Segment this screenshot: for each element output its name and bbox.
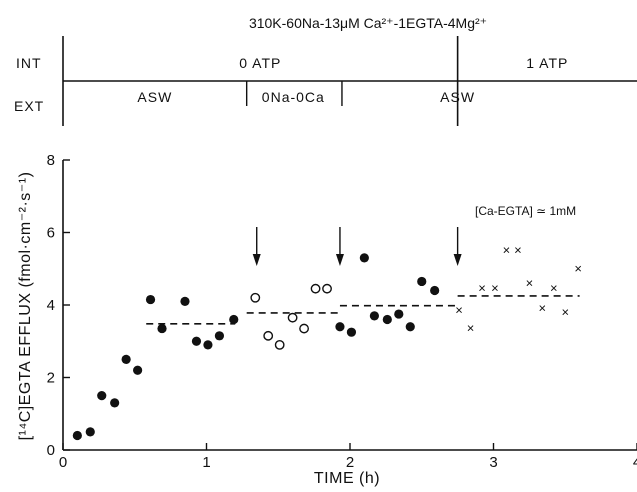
data-points: ××× ×× ×××××× bbox=[72, 243, 582, 441]
filled-point bbox=[203, 340, 213, 350]
ext-bands: ASW 0Na-0Ca ASW bbox=[137, 81, 475, 106]
arrow-head bbox=[453, 254, 462, 266]
cross-point: × bbox=[526, 275, 534, 290]
cross-point: × bbox=[455, 302, 463, 317]
cross-point: × bbox=[514, 243, 522, 258]
filled-point bbox=[85, 427, 95, 437]
chart-title: 310K-60Na-13μM Ca²⁺-1EGTA-4Mg²⁺ bbox=[249, 15, 487, 31]
y-tick-label: 0 bbox=[47, 442, 55, 459]
arrows bbox=[252, 227, 462, 266]
y-tick-label: 8 bbox=[47, 152, 55, 169]
int-band-label: 0 ATP bbox=[239, 55, 281, 71]
cross-point: × bbox=[538, 301, 546, 316]
filled-point bbox=[145, 294, 156, 305]
filled-point bbox=[394, 309, 404, 319]
int-label: INT bbox=[16, 55, 42, 71]
filled-point bbox=[133, 365, 143, 375]
x-tick-label: 4 bbox=[633, 454, 637, 471]
cross-point: × bbox=[574, 261, 582, 276]
filled-point bbox=[382, 314, 392, 325]
x-tick-label: 3 bbox=[489, 454, 497, 471]
open-point bbox=[274, 339, 285, 350]
cross-point: × bbox=[467, 321, 475, 336]
arrow-head bbox=[335, 254, 344, 266]
cross-point: × bbox=[478, 281, 486, 296]
y-axis-label: [¹⁴C]EGTA EFFLUX (fmol·cm⁻²·s⁻¹) bbox=[17, 172, 34, 441]
axes: 0 1 2 3 4 0 2 4 6 8 bbox=[47, 152, 637, 471]
y-tick-label: 2 bbox=[47, 370, 55, 387]
filled-point bbox=[430, 285, 440, 296]
filled-point bbox=[157, 323, 167, 334]
y-tick-label: 4 bbox=[47, 297, 55, 314]
cross-point: × bbox=[491, 281, 499, 296]
filled-point bbox=[229, 314, 239, 325]
int-bands: 0 ATP 1 ATP bbox=[239, 36, 568, 126]
filled-point bbox=[110, 398, 120, 408]
filled-point bbox=[369, 311, 379, 321]
filled-point bbox=[359, 253, 369, 263]
open-point bbox=[287, 312, 298, 323]
filled-point bbox=[346, 327, 357, 337]
filled-point bbox=[417, 276, 427, 287]
ext-band-label: ASW bbox=[137, 89, 172, 105]
filled-point bbox=[180, 296, 190, 306]
filled-point bbox=[72, 430, 82, 441]
ext-label: EXT bbox=[14, 98, 44, 114]
x-tick-label: 1 bbox=[202, 454, 210, 471]
open-point bbox=[322, 283, 332, 294]
y-tick-label: 6 bbox=[47, 225, 55, 242]
ext-band-label: 0Na-0Ca bbox=[262, 89, 325, 105]
int-band-label: 1 ATP bbox=[526, 55, 568, 71]
filled-point bbox=[335, 322, 345, 332]
cross-point: × bbox=[550, 281, 558, 296]
ext-band-label: ASW bbox=[440, 89, 475, 105]
filled-point bbox=[191, 336, 202, 346]
ca-egta-annotation: [Ca-EGTA] ≃ 1mM bbox=[475, 204, 576, 218]
open-point bbox=[299, 323, 309, 334]
cross-point: × bbox=[561, 304, 569, 319]
open-point bbox=[310, 283, 321, 294]
mean-lines bbox=[146, 295, 580, 325]
x-tick-label: 2 bbox=[346, 454, 354, 471]
cross-point: × bbox=[503, 243, 511, 258]
x-axis-label: TIME (h) bbox=[314, 470, 380, 487]
filled-point bbox=[97, 391, 107, 401]
filled-point bbox=[405, 322, 415, 332]
open-point bbox=[263, 330, 274, 341]
arrow-head bbox=[252, 254, 261, 266]
open-point bbox=[250, 292, 261, 303]
x-tick-label: 0 bbox=[59, 454, 67, 471]
filled-point bbox=[214, 331, 225, 341]
filled-point bbox=[121, 354, 131, 364]
